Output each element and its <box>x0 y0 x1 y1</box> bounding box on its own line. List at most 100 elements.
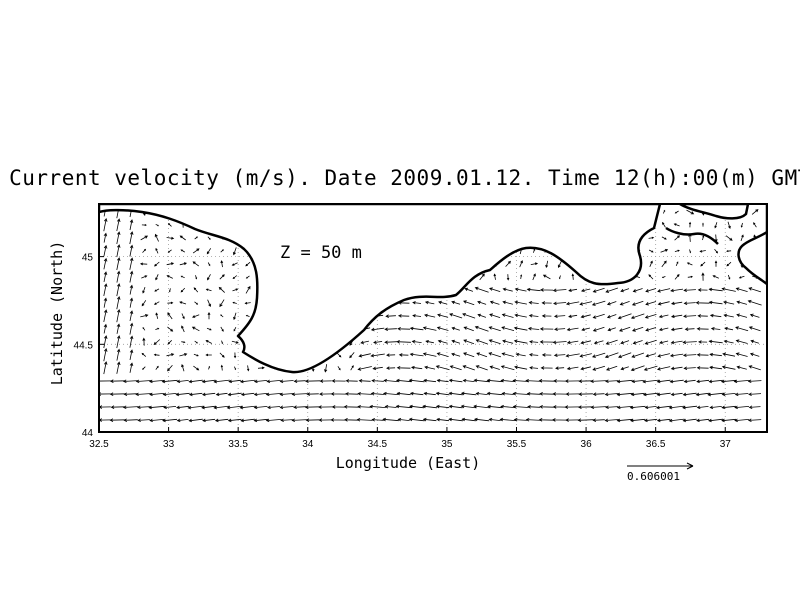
velocity-arrow <box>533 248 536 253</box>
velocity-arrow <box>682 340 697 345</box>
velocity-arrow <box>232 275 238 280</box>
velocity-arrow <box>712 275 719 279</box>
velocity-arrow <box>512 391 529 396</box>
velocity-arrow <box>267 405 281 410</box>
velocity-arrow <box>642 392 659 397</box>
velocity-arrow <box>525 378 542 383</box>
velocity-arrow <box>386 366 396 370</box>
velocity-arrow <box>437 313 449 318</box>
velocity-arrow <box>141 223 147 227</box>
velocity-arrow <box>607 327 616 332</box>
velocity-arrow <box>129 270 134 283</box>
velocity-arrow <box>619 301 630 306</box>
velocity-arrow <box>527 405 541 409</box>
velocity-arrow <box>280 418 293 423</box>
velocity-arrow <box>385 314 396 318</box>
velocity-arrow <box>605 365 618 371</box>
velocity-arrow <box>618 352 632 359</box>
velocity-arrow <box>154 233 159 242</box>
velocity-arrow <box>577 405 594 409</box>
velocity-arrow <box>110 405 125 409</box>
velocity-arrow <box>513 339 528 344</box>
velocity-arrow <box>331 379 346 383</box>
velocity-arrow <box>552 340 567 345</box>
velocity-arrow <box>674 235 680 241</box>
velocity-arrow <box>474 286 489 293</box>
velocity-arrow <box>736 365 747 370</box>
velocity-arrow <box>99 418 111 422</box>
velocity-arrow <box>709 313 722 318</box>
velocity-arrow <box>645 288 657 293</box>
velocity-arrow <box>462 365 475 371</box>
velocity-arrow <box>153 353 160 357</box>
velocity-arrow <box>558 275 561 280</box>
velocity-arrow <box>696 418 710 423</box>
velocity-arrow <box>539 405 555 409</box>
velocity-arrow <box>538 379 555 383</box>
velocity-arrow <box>103 232 108 243</box>
velocity-arrow <box>701 272 705 281</box>
velocity-arrow <box>697 314 708 318</box>
velocity-arrow <box>370 353 385 358</box>
velocity-arrow <box>451 300 461 305</box>
velocity-arrow <box>735 326 749 332</box>
velocity-arrow <box>565 353 580 358</box>
velocity-arrow <box>514 365 528 370</box>
velocity-arrow <box>304 405 321 409</box>
velocity-arrow <box>149 418 165 423</box>
velocity-arrow <box>631 379 644 384</box>
velocity-arrow <box>592 313 605 319</box>
reference-vector-label: 0.606001 <box>627 470 680 483</box>
velocity-arrow <box>194 340 198 344</box>
velocity-arrow <box>699 249 706 253</box>
velocity-arrow <box>616 418 633 423</box>
velocity-arrow <box>648 249 654 253</box>
velocity-arrow <box>696 327 709 331</box>
velocity-arrow <box>240 418 255 423</box>
velocity-arrow <box>194 236 198 240</box>
velocity-arrow <box>213 405 230 410</box>
velocity-arrow <box>529 366 539 370</box>
velocity-arrow <box>545 260 549 268</box>
velocity-arrow <box>657 288 671 293</box>
velocity-arrow <box>383 378 398 383</box>
velocity-arrow <box>153 301 160 305</box>
velocity-arrow <box>370 327 385 332</box>
velocity-arrow <box>384 404 397 409</box>
velocity-arrow <box>306 392 319 396</box>
velocity-arrow <box>616 405 633 410</box>
velocity-arrow <box>103 257 108 270</box>
x-tick-label: 32.5 <box>89 439 109 450</box>
velocity-arrow <box>501 352 514 357</box>
velocity-arrow <box>557 260 562 269</box>
velocity-arrow <box>319 379 332 383</box>
velocity-arrow <box>227 418 242 423</box>
velocity-arrow <box>696 353 709 357</box>
velocity-arrow <box>710 327 721 331</box>
velocity-arrow <box>330 392 347 396</box>
velocity-arrow <box>738 275 745 279</box>
velocity-arrow <box>436 326 449 331</box>
velocity-arrow <box>580 288 591 293</box>
velocity-arrow <box>620 288 630 293</box>
velocity-arrow <box>669 353 684 358</box>
velocity-arrow <box>167 312 173 320</box>
velocity-arrow <box>748 392 762 397</box>
velocity-arrow <box>735 339 748 344</box>
velocity-arrow <box>318 405 334 409</box>
velocity-arrow <box>740 222 743 228</box>
velocity-arrow <box>215 392 228 397</box>
velocity-arrow <box>336 352 342 358</box>
velocity-arrow <box>579 301 592 306</box>
velocity-arrow <box>735 352 748 357</box>
velocity-arrow <box>674 210 679 214</box>
velocity-arrow <box>493 273 497 280</box>
velocity-arrow <box>565 301 580 306</box>
velocity-arrow <box>167 223 172 227</box>
velocity-arrow <box>721 418 737 423</box>
velocity-arrow <box>669 379 684 384</box>
velocity-arrow <box>291 418 308 423</box>
velocity-arrow <box>409 404 425 409</box>
velocity-arrow <box>605 379 619 384</box>
